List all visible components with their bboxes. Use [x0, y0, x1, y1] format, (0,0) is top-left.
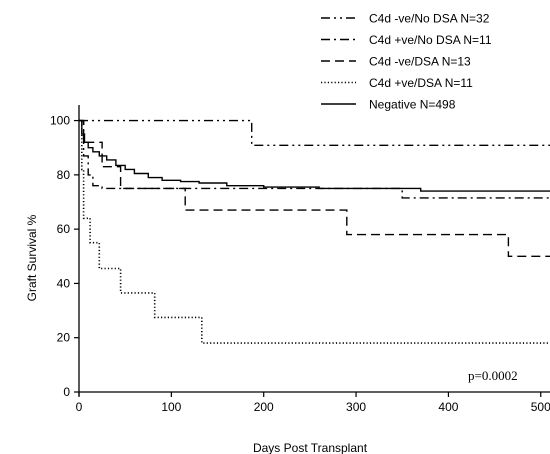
- legend-label-2: C4d +ve/No DSA N=11: [369, 33, 492, 47]
- y-tick-label: 0: [63, 385, 70, 399]
- y-tick-label: 100: [50, 114, 70, 128]
- x-tick-label: 200: [254, 400, 274, 414]
- legend-label-3: C4d -ve/DSA N=13: [369, 55, 471, 69]
- series-line-1: [79, 119, 550, 146]
- series-line-2: [79, 119, 550, 199]
- legend-label-4: C4d +ve/DSA N=11: [369, 76, 473, 90]
- y-tick-label: 60: [57, 222, 71, 236]
- x-tick-label: 500: [531, 400, 550, 414]
- legend: C4d -ve/No DSA N=32 C4d +ve/No DSA N=11 C4…: [321, 12, 492, 112]
- y-axis-title: Graft Survival %: [25, 214, 39, 301]
- y-tick-label: 20: [57, 331, 71, 345]
- legend-label-1: C4d -ve/No DSA N=32: [369, 12, 490, 26]
- y-tick-label: 40: [57, 276, 71, 290]
- x-tick-label: 100: [161, 400, 181, 414]
- axes: 0 100 200 300 400 500 0 20 40 60 80 100: [50, 105, 550, 414]
- x-tick-label: 0: [76, 400, 83, 414]
- x-tick-label: 400: [438, 400, 458, 414]
- x-axis-title: Days Post Transplant: [253, 441, 368, 454]
- legend-label-5: Negative N=498: [369, 98, 456, 112]
- y-tick-label: 80: [57, 168, 71, 182]
- series-line-5: [79, 119, 550, 192]
- x-tick-label: 300: [346, 400, 366, 414]
- p-value-annotation: p=0.0002: [468, 368, 518, 383]
- series-line-4: [79, 119, 550, 344]
- series-layer: [79, 119, 550, 344]
